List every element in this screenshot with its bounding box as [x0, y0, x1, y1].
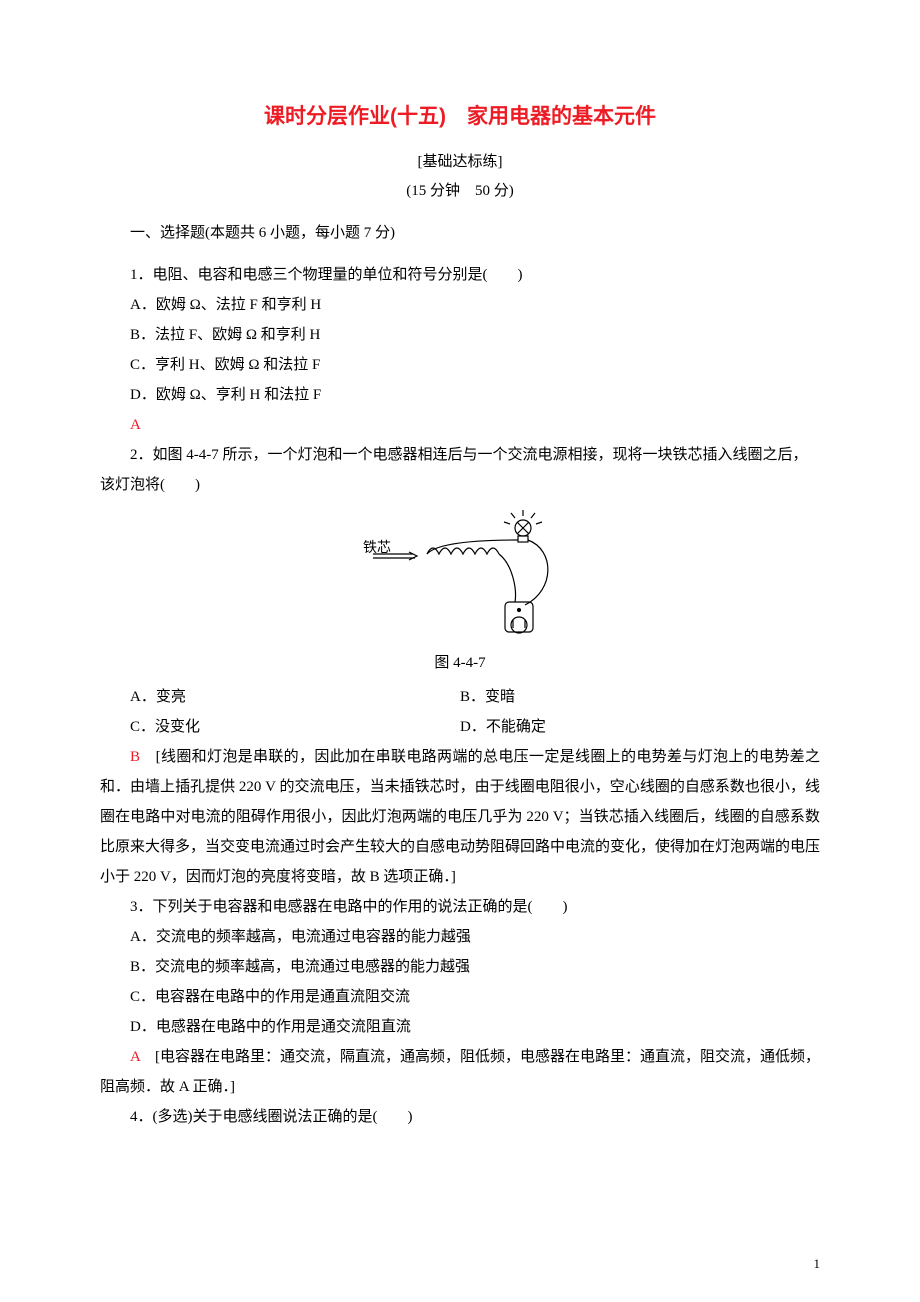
- q3-answer: A: [130, 1049, 140, 1065]
- q1-stem: 1．电阻、电容和电感三个物理量的单位和符号分别是( ): [100, 260, 820, 290]
- doc-title: 课时分层作业(十五) 家用电器的基本元件: [100, 100, 820, 130]
- q4-stem: 4．(多选)关于电感线圈说法正确的是( ): [100, 1102, 820, 1132]
- q3-option-d: D．电感器在电路中的作用是通交流阻直流: [100, 1012, 820, 1042]
- iron-core-label: 铁芯: [363, 540, 391, 556]
- q2-figure: 铁芯: [100, 510, 820, 645]
- q2-options-row1: A．变亮 B．变暗: [100, 682, 820, 712]
- q2-option-c: C．没变化: [100, 712, 460, 742]
- q2-stem: 2．如图 4­-4-­7 所示，一个灯泡和一个电感器相连后与一个交流电源相接，现…: [100, 440, 820, 500]
- q2-explanation-text: [线圈和灯泡是串联的，因此加在串联电路两端的总电压一定是线圈上的电势差与灯泡上的…: [100, 749, 820, 885]
- q3-option-a: A．交流电的频率越高，电流通过电容器的能力越强: [100, 922, 820, 952]
- q1-option-c: C．亨利 H、欧姆 Ω 和法拉 F: [100, 350, 820, 380]
- q2-option-a: A．变亮: [100, 682, 460, 712]
- subtitle: [基础达标练]: [100, 150, 820, 171]
- section-1-heading: 一、选择题(本题共 6 小题，每小题 7 分): [100, 218, 820, 248]
- q3-option-b: B．交流电的频率越高，电流通过电感器的能力越强: [100, 952, 820, 982]
- q2-answer: B: [130, 749, 140, 765]
- q1-option-a: A．欧姆 Ω、法拉 F 和亨利 H: [100, 290, 820, 320]
- q2-option-d: D．不能确定: [460, 712, 820, 742]
- q3-option-c: C．电容器在电路中的作用是通直流阻交流: [100, 982, 820, 1012]
- q3-explanation-text: [电容器在电路里：通交流，隔直流，通高频，阻低频，电感器在电路里：通直流，阻交流…: [100, 1049, 820, 1095]
- page-number: 1: [814, 1256, 821, 1272]
- timing: (15 分钟 50 分): [100, 179, 820, 200]
- q3-explanation: A [电容器在电路里：通交流，隔直流，通高频，阻低频，电感器在电路里：通直流，阻…: [100, 1042, 820, 1102]
- q1-option-d: D．欧姆 Ω、亨利 H 和法拉 F: [100, 380, 820, 410]
- q2-figure-caption: 图 4­-4-­7: [100, 651, 820, 672]
- q1-answer: A: [100, 410, 820, 440]
- q2-options-row2: C．没变化 D．不能确定: [100, 712, 820, 742]
- circuit-diagram-icon: 铁芯: [355, 510, 565, 640]
- q1-option-b: B．法拉 F、欧姆 Ω 和亨利 H: [100, 320, 820, 350]
- q3-stem: 3．下列关于电容器和电感器在电路中的作用的说法正确的是( ): [100, 892, 820, 922]
- q2-option-b: B．变暗: [460, 682, 820, 712]
- q2-explanation: B [线圈和灯泡是串联的，因此加在串联电路两端的总电压一定是线圈上的电势差与灯泡…: [100, 742, 820, 892]
- page: 课时分层作业(十五) 家用电器的基本元件 [基础达标练] (15 分钟 50 分…: [0, 0, 920, 1302]
